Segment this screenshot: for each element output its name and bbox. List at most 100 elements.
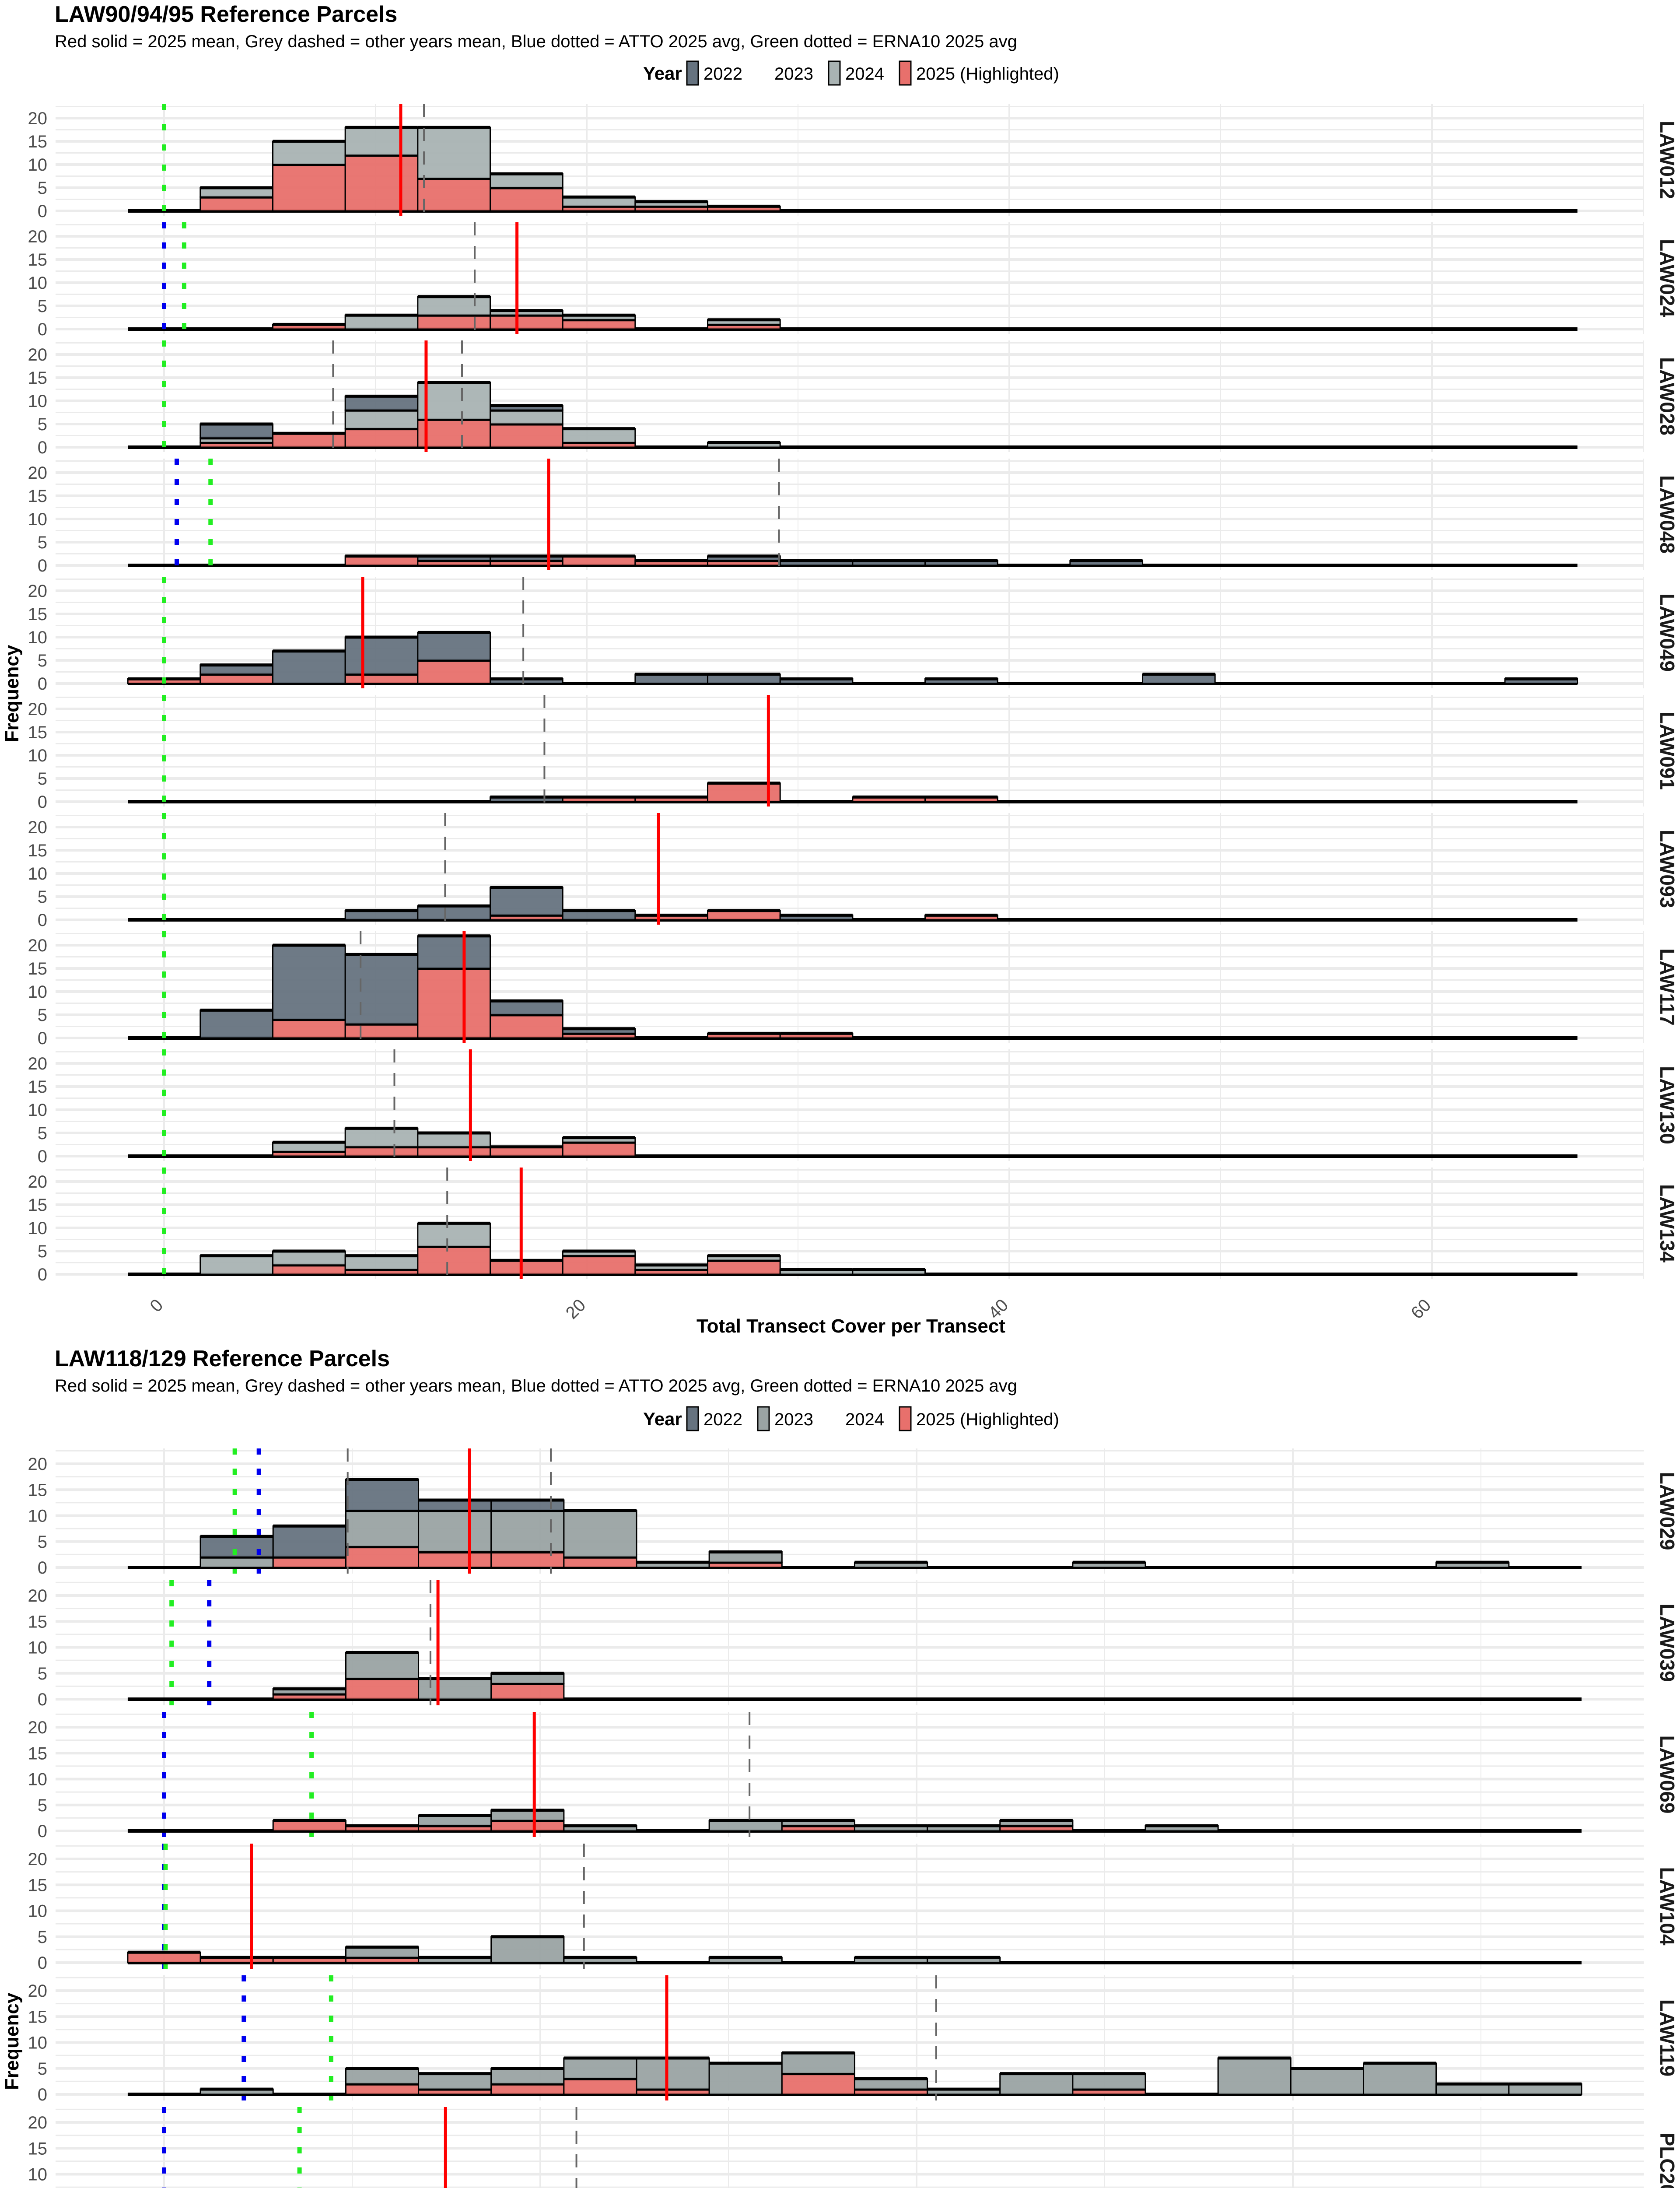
bar-y2023-bin-3 [345,2068,420,2085]
bar-y2025-bin-3 [345,2083,420,2095]
y-tick-label: 15 [28,723,48,742]
legend-label-2024: 2024 [845,64,884,84]
y-tick-label: 10 [28,155,48,175]
bar-y2025-bin-3 [344,154,419,212]
y-tick-label: 5 [38,1124,47,1143]
facet-strip-label: LAW028 [1656,357,1679,435]
bar-y2024-bin-5 [490,173,564,189]
bar-y2022-bin-3 [345,1479,420,1511]
bar-y2023-bin-15 [1217,2057,1292,2095]
bar-y2022-bin-1 [200,423,274,439]
y-tick-label: 20 [28,2113,48,2132]
bar-y2025-bin-3 [344,428,419,448]
y-tick-label: 10 [28,982,48,1002]
facet-strip-label: LAW012 [1656,121,1679,199]
y-tick-label: 15 [28,1077,48,1097]
y-tick-label: 0 [38,792,47,812]
group1-panels: 0 5 10 15 20 LAW012 0 5 10 15 20 LAW024 0 5 10 15 20 LAW0… [28,104,1679,1284]
y-tick-label: 0 [38,556,47,575]
bar-y2023-bin-7 [636,2057,710,2090]
y-tick-label: 0 [38,1558,47,1578]
y-tick-label: 0 [38,911,47,930]
y-tick-label: 20 [28,1172,48,1192]
y-tick-label: 5 [38,1664,47,1683]
bar-y2025-bin-6 [562,1255,636,1275]
y-tick-label: 10 [28,746,48,765]
bar-y2024-bin-1 [200,1255,274,1275]
bar-y2022-bin-1 [200,1009,274,1039]
bar-y2023-bin-12 [999,2073,1074,2095]
bar-y2023-bin-4 [418,1678,492,1700]
bar-y2024-bin-3 [344,126,419,156]
facet-strip-label: PLC202 [1656,2133,1679,2188]
bar-y2025-bin-3 [345,1678,420,1700]
y-tick-label: 5 [38,887,47,907]
y-tick-label: 15 [28,250,48,270]
bar-y2025-bin-2 [272,1019,346,1039]
y-tick-label: 20 [28,345,48,365]
bar-y2023-bin-3 [345,1946,420,1958]
facet-strip-label: LAW024 [1656,239,1679,317]
bar-y2023-bin-5 [490,1510,565,1553]
bar-y2023-bin-9 [781,2052,855,2075]
y-tick-label: 10 [28,274,48,293]
facet-strip-label: LAW091 [1656,712,1679,790]
group2-y-axis-title: Frequency [1,1992,23,2090]
y-tick-label: 20 [28,109,48,128]
legend-label-2024: 2024 [845,1410,884,1429]
bar-y2024-bin-3 [344,409,419,430]
bar-y2022-bin-2 [272,650,346,684]
bar-y2025-bin-2 [272,1820,346,1832]
y-tick-label: 20 [28,463,48,483]
facet-LAW028: 0 5 10 15 20 LAW028 [28,340,1679,457]
bar-y2022-bin-5 [490,1499,565,1511]
bar-y2024-bin-4 [417,1222,491,1247]
bar-y2025-bin-1 [200,196,274,212]
facet-PLC202: 05101520PLC202 [28,2107,1679,2188]
bar-y2024-bin-3 [344,314,419,330]
legend-label-2023: 2023 [774,64,813,84]
bar-y2025-bin-4 [417,1245,491,1275]
bar-y2023-bin-5 [490,1936,565,1964]
y-tick-label: 5 [38,1242,47,1261]
y-tick-label: 0 [38,438,47,457]
y-tick-label: 20 [28,1718,48,1737]
y-tick-label: 15 [28,132,48,151]
bar-y2025-bin-9 [781,2073,855,2095]
facet-LAW134: 0 5 10 15 20 LAW134 [28,1168,1679,1284]
facet-LAW130: 0 5 10 15 20 LAW130 [28,1049,1679,1166]
facet-strip-label: LAW130 [1656,1066,1679,1144]
facet-strip-label: LAW029 [1656,1472,1679,1550]
facet-strip-label: LAW039 [1656,1604,1679,1682]
y-tick-label: 5 [38,1006,47,1025]
bar-y2023-bin-17 [1363,2062,1437,2095]
facet-LAW012: 0 5 10 15 20 LAW012 [28,104,1679,221]
legend-swatch-2025 [899,1406,912,1431]
bar-y2025-bin-6 [562,1141,636,1157]
facet-strip-label: LAW119 [1656,1999,1679,2076]
y-tick-label: 10 [28,1902,48,1921]
legend-title: Year [643,63,682,84]
y-tick-label: 5 [38,651,47,670]
legend-label-2025: 2025 (Highlighted) [916,64,1059,84]
bar-y2025-bin-5 [490,1259,564,1275]
y-tick-label: 15 [28,605,48,624]
bar-y2025-bin-4 [417,968,491,1039]
bar-y2024-bin-5 [490,409,564,425]
y-tick-label: 10 [28,1638,48,1658]
bar-y2023-bin-8 [708,1551,783,1563]
facet-strip-label: LAW048 [1656,475,1679,554]
bar-y2023-bin-3 [345,1510,420,1548]
legend-label-2022: 2022 [704,64,742,84]
bar-y2025-bin-5 [490,2083,565,2095]
bar-y2023-bin-6 [563,2057,637,2079]
group1-y-axis-title: Frequency [1,645,23,742]
facet-LAW117: 0 5 10 15 20 LAW117 [28,931,1679,1048]
bar-y2023-bin-4 [418,1510,492,1553]
bar-y2025-bin-5 [490,187,564,212]
bar-y2024-bin-6 [562,428,636,443]
y-tick-label: 5 [38,1532,47,1552]
legend-label-2025: 2025 (Highlighted) [916,1410,1059,1429]
bar-y2025-bin-4 [417,314,491,330]
facet-strip-label: LAW069 [1656,1736,1679,1814]
